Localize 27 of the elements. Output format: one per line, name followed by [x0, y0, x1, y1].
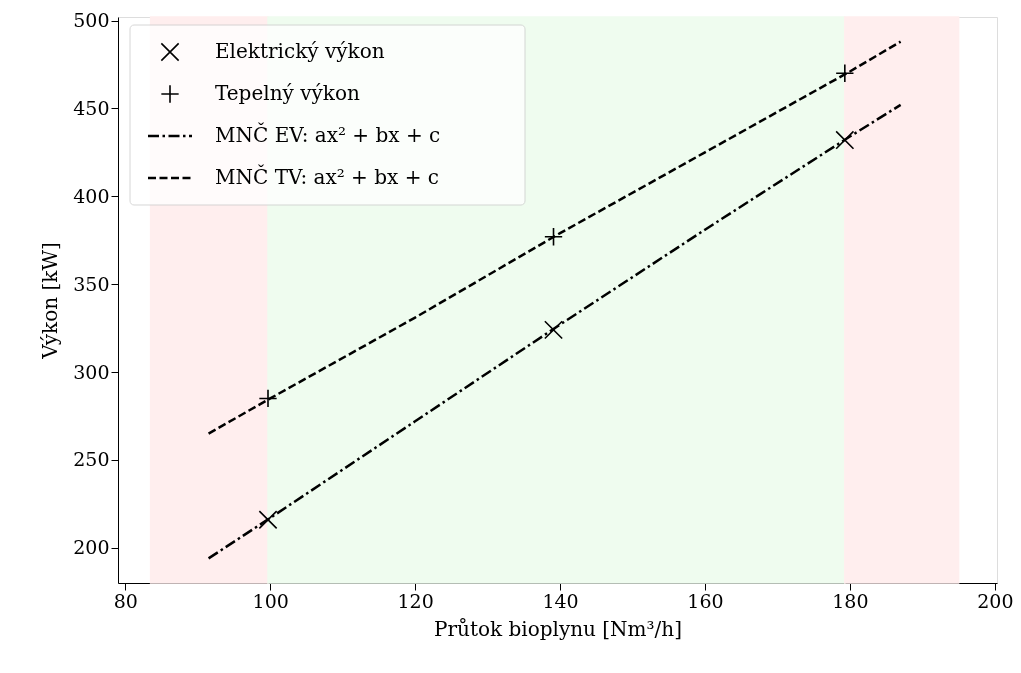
y-tick-label: 200	[73, 536, 110, 559]
x-tick-label: 180	[832, 589, 869, 612]
point	[258, 510, 278, 530]
x-tick-label: 100	[252, 589, 289, 612]
point	[835, 130, 855, 150]
legend-label: MNČ EV: ax² + bx + c	[215, 122, 441, 147]
x-tick-label: 120	[397, 589, 434, 612]
x-tick-label: 160	[687, 589, 724, 612]
y-tick-label: 350	[73, 272, 110, 295]
x-axis-title: Průtok bioplynu [Nm³/h]	[433, 616, 683, 641]
x-tick-label: 80	[113, 589, 138, 612]
y-tick-label: 500	[73, 9, 110, 32]
x-tick-label: 140	[542, 589, 579, 612]
y-tick-label: 250	[73, 448, 110, 471]
line-series	[207, 40, 902, 435]
y-tick-label: 300	[73, 360, 110, 383]
legend-label: Tepelný výkon	[215, 81, 360, 105]
legend-label: Elektrický výkon	[215, 39, 385, 63]
y-tick-label: 450	[73, 96, 110, 119]
legend-label: MNČ TV: ax² + bx + c	[215, 164, 439, 189]
y-tick-label: 400	[73, 184, 110, 207]
point	[544, 320, 563, 340]
x-tick-label: 200	[977, 589, 1014, 612]
point	[258, 388, 278, 408]
point	[544, 227, 563, 247]
line-series	[207, 103, 902, 560]
y-axis-title: Výkon [kW]	[38, 242, 63, 360]
